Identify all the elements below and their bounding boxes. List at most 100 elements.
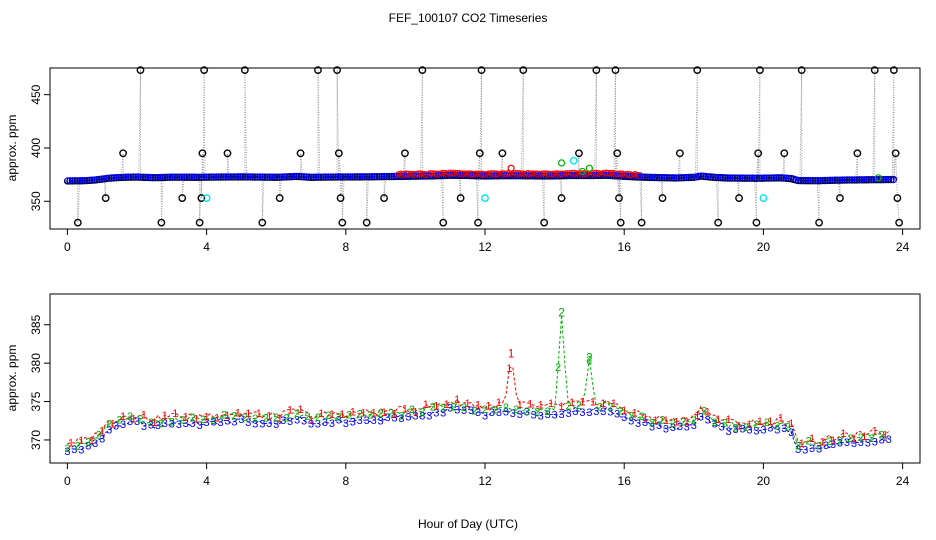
series-3-mark: 3 — [865, 438, 871, 450]
top-cyan-point — [481, 194, 489, 202]
series-3-mark: 3 — [795, 444, 801, 456]
series-2-mark: 2 — [294, 408, 300, 420]
top-plot-frame — [49, 67, 921, 230]
top-spike-point — [380, 194, 388, 202]
series-2-mark: 2 — [190, 413, 196, 425]
top-y-tick-label: 400 — [29, 138, 43, 158]
series-2-mark: 2 — [712, 417, 718, 429]
top-spike-point — [240, 66, 249, 75]
series-1-mark: 1 — [652, 415, 658, 427]
top-spike-point — [658, 194, 667, 202]
series-1-mark: 1 — [673, 417, 679, 429]
top-spike-point — [362, 218, 371, 227]
series-2-mark: 2 — [785, 421, 791, 433]
series-2-mark: 2 — [618, 405, 624, 417]
series-3-mark: 3 — [816, 444, 822, 456]
top-extra-point — [507, 164, 515, 172]
series-2-mark: 2 — [753, 419, 759, 431]
series-1-mark: 1 — [778, 412, 784, 424]
series-1-mark: 1 — [684, 416, 690, 428]
series-3-mark: 3 — [858, 437, 864, 449]
top-spike-point — [336, 194, 345, 202]
bottom-y-tick-label: 370 — [29, 430, 43, 450]
series-3-mark: 3 — [162, 418, 168, 430]
series-2-mark: 2 — [137, 414, 143, 426]
series-3-mark: 3 — [155, 420, 161, 432]
series-1-mark: 1 — [809, 433, 815, 445]
top-spike-point — [333, 66, 341, 75]
top-spike-point — [418, 66, 427, 75]
series-2-mark: 2 — [169, 416, 175, 428]
top-point — [695, 172, 703, 180]
top-spike-point — [475, 149, 484, 158]
top-spike-point — [195, 218, 204, 227]
top-spike-point — [616, 218, 625, 227]
series-1-mark: 1 — [391, 408, 397, 420]
series-1-mark: 1 — [736, 420, 742, 432]
series-3-line — [67, 406, 889, 452]
series-2-mark: 2 — [315, 412, 321, 424]
top-spike-point — [870, 66, 879, 75]
series-1-mark: 1 — [705, 407, 711, 419]
series-3-mark: 3 — [823, 440, 829, 452]
series-3-mark: 3 — [621, 412, 627, 424]
series-3-mark: 3 — [78, 445, 84, 457]
series-1-mark: 1 — [204, 411, 210, 423]
series-2-mark: 2 — [607, 402, 613, 414]
series-3-mark: 3 — [628, 416, 634, 428]
top-spike-point — [198, 149, 207, 158]
series-1-mark: 1 — [590, 397, 596, 409]
series-3-mark: 3 — [169, 419, 175, 431]
series-1-mark: 1 — [318, 408, 324, 420]
series-2-mark: 2 — [764, 417, 770, 429]
top-spike-point — [890, 66, 898, 75]
series-3-mark: 3 — [572, 406, 578, 418]
series-3-mark: 3 — [245, 417, 251, 429]
top-data-points — [63, 66, 904, 227]
top-spike-point — [613, 149, 622, 158]
series-2-mark: 2 — [722, 417, 728, 429]
series-2-mark: 2 — [419, 406, 425, 418]
series-3-mark: 3 — [357, 415, 363, 427]
series-2-mark: 2 — [680, 416, 686, 428]
series-3-mark: 3 — [231, 416, 237, 428]
top-x-tick-label: 24 — [896, 240, 910, 254]
top-x-tick-label: 4 — [203, 240, 210, 254]
series-1-mark: 1 — [277, 413, 283, 425]
series-3-mark: 3 — [287, 416, 293, 428]
series-3-mark: 3 — [461, 405, 467, 417]
series-1-mark: 1 — [256, 408, 262, 420]
peak-mark: 2 — [558, 306, 565, 320]
series-3-mark: 3 — [746, 424, 752, 436]
series-2-mark: 2 — [806, 435, 812, 447]
series-3-mark: 3 — [405, 412, 411, 424]
series-3-mark: 3 — [183, 418, 189, 430]
top-spike-point — [637, 218, 646, 227]
series-3-mark: 3 — [92, 438, 98, 450]
series-1-mark: 1 — [851, 433, 857, 445]
top-spike-point — [119, 149, 127, 158]
series-2-mark: 2 — [85, 437, 91, 449]
series-3-mark: 3 — [677, 421, 683, 433]
top-axes: 0 4 8 12 16 20 24 350 400 450 — [29, 84, 910, 254]
series-3-mark: 3 — [760, 424, 766, 436]
series-3-mark: 3 — [426, 410, 432, 422]
bottom-x-tick-label: 4 — [203, 474, 210, 488]
series-2-mark: 2 — [837, 436, 843, 448]
series-3-mark: 3 — [482, 410, 488, 422]
top-spike-point — [752, 218, 761, 227]
series-2-mark: 2 — [388, 408, 394, 420]
series-3-mark: 3 — [531, 409, 537, 421]
top-spike-point — [334, 149, 343, 158]
series-1-mark: 1 — [444, 399, 450, 411]
series-3-mark: 3 — [489, 407, 495, 419]
series-2-mark: 2 — [774, 420, 780, 432]
series-1-mark: 1 — [527, 398, 533, 410]
series-2-mark: 2 — [325, 410, 331, 422]
series-2-mark: 2 — [649, 417, 655, 429]
top-spike-point — [197, 194, 206, 202]
top-spike-point — [592, 66, 601, 75]
series-3-mark: 3 — [259, 418, 265, 430]
top-connector-lines — [67, 70, 900, 223]
top-spike-point — [275, 194, 284, 202]
